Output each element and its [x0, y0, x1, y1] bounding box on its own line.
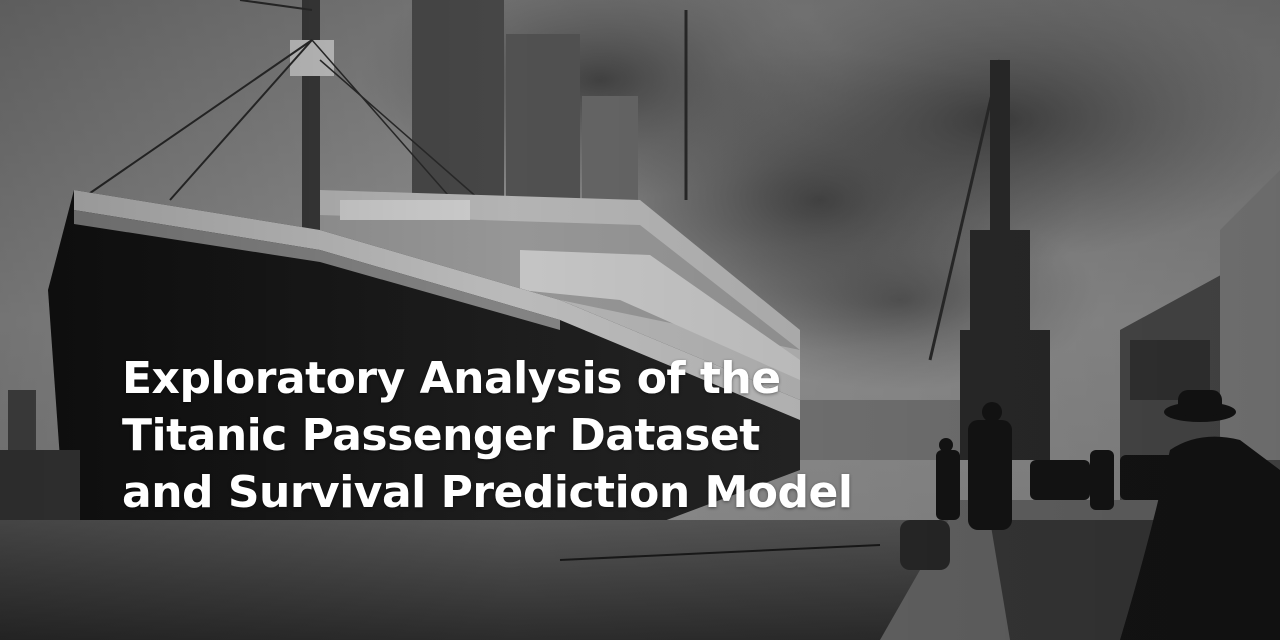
title-line-3: and Survival Prediction Model — [122, 467, 853, 518]
title-line-2: Titanic Passenger Dataset — [122, 410, 760, 461]
banner-title: Exploratory Analysis of the Titanic Pass… — [122, 350, 882, 521]
title-line-1: Exploratory Analysis of the — [122, 353, 781, 404]
